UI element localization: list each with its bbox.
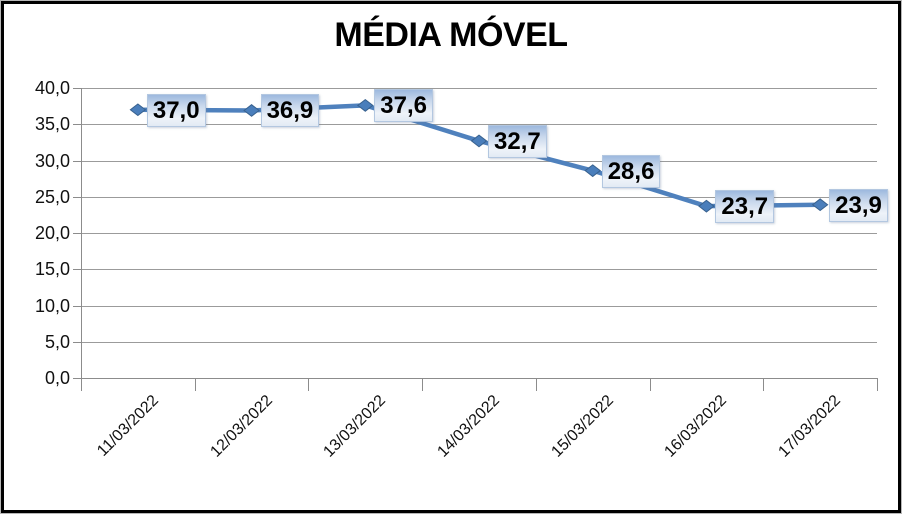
y-axis-tick-label: 30,0 [34,150,70,171]
data-point-marker [129,103,147,117]
data-label: 23,9 [829,188,888,222]
data-point-marker [811,198,829,212]
y-axis-tick-label: 20,0 [34,223,70,243]
y-axis-tick-label: 35,0 [34,114,70,135]
data-point-marker [584,164,602,178]
data-label: 37,0 [146,93,206,127]
line-chart-plot-area [73,88,878,391]
y-axis-tick-label: 10,0 [34,295,70,316]
data-point-marker [698,199,715,213]
y-axis-tick-label: 5,0 [44,331,70,352]
data-label: 37,6 [374,89,433,123]
y-axis-tick-label: 0,0 [44,368,70,388]
chart-title: MÉDIA MÓVEL [334,16,568,54]
data-label: 36,9 [260,94,320,128]
data-label: 23,7 [715,190,775,224]
data-point-marker [470,134,488,148]
y-axis-tick-label: 25,0 [34,186,70,207]
y-axis-tick-label: 15,0 [34,259,70,280]
data-label: 32,7 [488,124,547,158]
data-point-marker [243,104,260,117]
y-axis-tick-label: 40,0 [34,78,70,98]
data-point-marker [356,98,374,112]
data-label: 28,6 [601,154,661,188]
